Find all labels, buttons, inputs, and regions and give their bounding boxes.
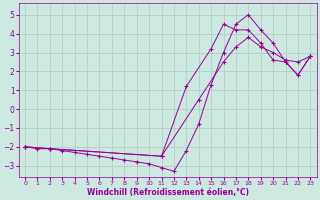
- X-axis label: Windchill (Refroidissement éolien,°C): Windchill (Refroidissement éolien,°C): [87, 188, 249, 197]
